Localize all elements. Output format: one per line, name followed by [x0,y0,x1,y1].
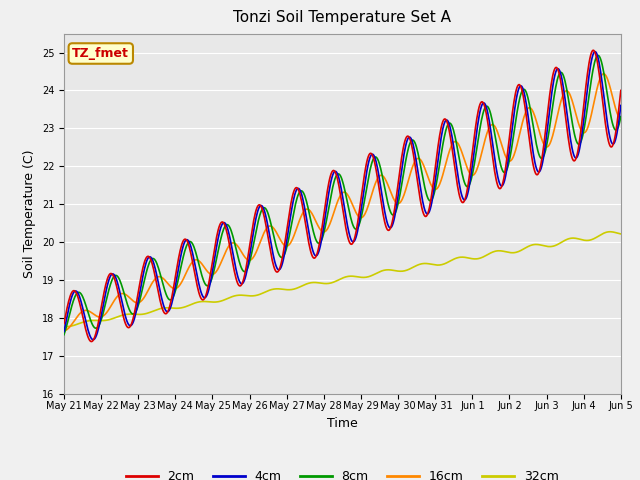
X-axis label: Time: Time [327,417,358,430]
Legend: 2cm, 4cm, 8cm, 16cm, 32cm: 2cm, 4cm, 8cm, 16cm, 32cm [122,465,563,480]
Title: Tonzi Soil Temperature Set A: Tonzi Soil Temperature Set A [234,11,451,25]
Text: TZ_fmet: TZ_fmet [72,47,129,60]
Y-axis label: Soil Temperature (C): Soil Temperature (C) [23,149,36,278]
